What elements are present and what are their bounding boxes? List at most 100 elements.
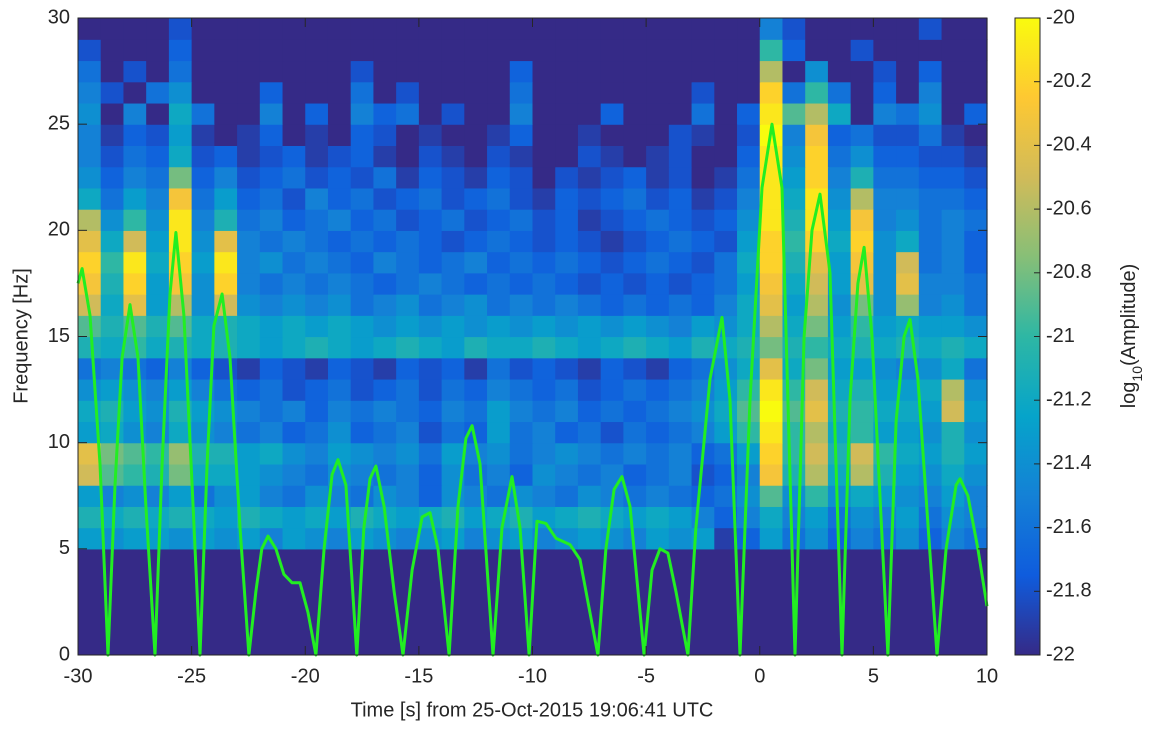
heatmap-cell [919, 103, 942, 125]
heatmap-cell [396, 337, 419, 359]
heatmap-cell [396, 358, 419, 380]
heatmap-cell [646, 337, 669, 359]
heatmap-cell [419, 39, 442, 61]
heatmap-cell [919, 60, 942, 82]
heatmap-cell [760, 209, 783, 231]
heatmap-cell [533, 485, 556, 507]
heatmap-cell [328, 60, 351, 82]
heatmap-cell [851, 443, 874, 465]
heatmap-cell [373, 18, 396, 40]
heatmap-cell [510, 443, 533, 465]
heatmap-cell [964, 273, 987, 295]
heatmap-cell [214, 124, 237, 146]
heatmap-cell [192, 167, 215, 189]
heatmap-cell [851, 464, 874, 486]
heatmap-cell [601, 230, 624, 252]
heatmap-cell [896, 82, 919, 104]
heatmap-cell [510, 18, 533, 40]
heatmap-cell [442, 315, 465, 337]
heatmap-cell [601, 315, 624, 337]
heatmap-cell [646, 379, 669, 401]
x-tick-label: -15 [404, 665, 433, 687]
heatmap-cell [442, 273, 465, 295]
heatmap-cell [578, 528, 601, 550]
heatmap-cell [237, 443, 260, 465]
heatmap-cell [555, 273, 578, 295]
heatmap-cell [828, 400, 851, 422]
heatmap-cell [260, 506, 283, 528]
heatmap-cell [396, 103, 419, 125]
heatmap-cell [669, 315, 692, 337]
heatmap-cell [942, 18, 965, 40]
heatmap-cell [646, 209, 669, 231]
heatmap-cell [192, 230, 215, 252]
heatmap-cell [919, 230, 942, 252]
heatmap-cell [669, 82, 692, 104]
heatmap-cell [782, 103, 805, 125]
heatmap-cell [169, 506, 192, 528]
heatmap-cell [919, 82, 942, 104]
heatmap-cell [919, 358, 942, 380]
heatmap-cell [760, 400, 783, 422]
heatmap-cell [737, 506, 760, 528]
heatmap-cell [373, 443, 396, 465]
heatmap-cell [260, 485, 283, 507]
heatmap-cell [123, 209, 146, 231]
page: Time [s] from 25-Oct-2015 19:06:41 UTC F… [0, 0, 1154, 729]
heatmap-cell [851, 188, 874, 210]
heatmap-cell [78, 124, 101, 146]
heatmap-cell [351, 167, 374, 189]
heatmap-cell [214, 252, 237, 274]
heatmap-cell [737, 230, 760, 252]
heatmap-cell [146, 39, 169, 61]
heatmap-cell [669, 400, 692, 422]
heatmap-cell [601, 209, 624, 231]
heatmap-cell [192, 103, 215, 125]
heatmap-cell [351, 39, 374, 61]
heatmap-cell [419, 337, 442, 359]
heatmap-cell [964, 82, 987, 104]
heatmap-cell [510, 315, 533, 337]
heatmap-cell [305, 39, 328, 61]
heatmap-cell [555, 103, 578, 125]
heatmap-cell [442, 167, 465, 189]
heatmap-cell [805, 379, 828, 401]
heatmap-cell [169, 337, 192, 359]
heatmap-cell [601, 528, 624, 550]
heatmap-cell [442, 294, 465, 316]
colorbar-tick-label: -20.4 [1046, 134, 1092, 156]
heatmap-cell [942, 167, 965, 189]
heatmap-cell [782, 506, 805, 528]
heatmap-cell [305, 230, 328, 252]
heatmap-cell [419, 273, 442, 295]
heatmap-cell [442, 400, 465, 422]
heatmap-cell [692, 400, 715, 422]
heatmap-cell [646, 358, 669, 380]
x-axis-label: Time [s] from 25-Oct-2015 19:06:41 UTC [351, 699, 714, 721]
heatmap-cell [533, 167, 556, 189]
heatmap-cell [419, 103, 442, 125]
x-tick-label: 0 [754, 665, 765, 687]
heatmap-cell [533, 230, 556, 252]
heatmap-cell [578, 188, 601, 210]
heatmap-cell [646, 39, 669, 61]
heatmap-cell [192, 188, 215, 210]
heatmap-cell [260, 337, 283, 359]
heatmap-cell [623, 421, 646, 443]
heatmap-cell [260, 421, 283, 443]
heatmap-cell [214, 103, 237, 125]
heatmap-cell [237, 60, 260, 82]
heatmap-cell [873, 145, 896, 167]
heatmap-cell [555, 464, 578, 486]
heatmap-cell [760, 60, 783, 82]
heatmap-cell [305, 421, 328, 443]
heatmap-cell [78, 506, 101, 528]
heatmap-cell [805, 39, 828, 61]
heatmap-cell [487, 421, 510, 443]
heatmap-cell [283, 103, 306, 125]
heatmap-cell [351, 273, 374, 295]
colorbar-tick-label: -20 [1046, 6, 1075, 28]
y-axis-label: Frequency [Hz] [10, 268, 32, 404]
heatmap-cell [805, 103, 828, 125]
heatmap-cell [396, 400, 419, 422]
